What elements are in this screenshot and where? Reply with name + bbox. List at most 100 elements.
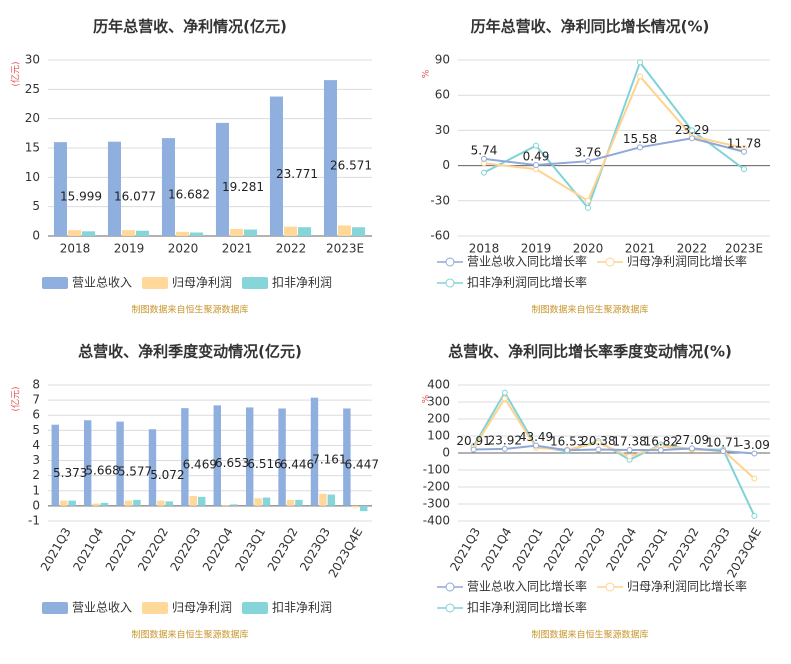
x-tick-label: 2019 [114, 242, 145, 256]
bar [337, 225, 352, 236]
x-tick-label: 2020 [168, 242, 199, 256]
y-tick-label: 30 [435, 123, 450, 137]
y-tick-label: 90 [435, 53, 450, 67]
legend-label: 归母净利润 [172, 276, 232, 290]
data-label: 16.82 [644, 435, 678, 449]
data-label: 43.49 [519, 430, 553, 444]
y-unit: (亿元) [10, 386, 22, 411]
data-label: 15.999 [60, 190, 102, 204]
y-tick-label: 300 [427, 395, 450, 409]
bar [107, 141, 121, 236]
y-unit: % [422, 69, 432, 78]
bar [100, 502, 109, 506]
bar [327, 494, 336, 506]
y-tick-label: -400 [423, 514, 450, 528]
line [483, 74, 745, 203]
source-note: 制图数据来自恒生聚源数据库 [531, 304, 648, 316]
legend-swatch [445, 278, 455, 288]
x-tick-label: 2021Q3 [38, 525, 74, 573]
bar [360, 505, 368, 512]
bar [351, 505, 360, 508]
legend-label: 归母净利润同比增长率 [627, 579, 747, 594]
data-label: 26.571 [330, 159, 372, 173]
chart-panel: 总营收、净利同比增长率季度变动情况(%)% -400 -300 -200 -100 0 10… [422, 343, 770, 641]
chart-panel: 历年总营收、净利同比增长情况(%)% -60 -30 0 30 60 90 2018 2019 2… [422, 18, 770, 316]
data-label: -3.09 [739, 438, 770, 452]
data-label: 23.771 [276, 167, 318, 181]
point [751, 450, 758, 457]
bar [254, 498, 262, 506]
y-tick-label: 5 [32, 423, 40, 437]
x-tick-label: 2022Q4 [200, 525, 236, 573]
chart-title: 历年总营收、净利情况(亿元) [93, 18, 287, 36]
bar [213, 405, 221, 506]
point [751, 512, 758, 519]
point [637, 73, 643, 80]
bar [133, 499, 141, 506]
point [501, 445, 508, 452]
data-label: 17.38 [612, 435, 646, 449]
y-tick-label: 0 [442, 446, 450, 460]
point [501, 389, 508, 396]
data-label: 6.446 [280, 458, 314, 472]
y-tick-label: 2 [32, 468, 40, 482]
bar [230, 504, 238, 506]
bar [269, 96, 283, 237]
bar [323, 80, 337, 237]
legend-swatch [445, 257, 455, 267]
legend-label: 扣非净利润 [272, 601, 332, 615]
bar [148, 429, 157, 506]
y-tick-label: 400 [427, 378, 450, 392]
x-tick-label: 2019 [521, 242, 552, 256]
y-tick-label: 3 [32, 453, 40, 467]
data-label: 16.077 [114, 189, 156, 203]
y-tick-label: -200 [423, 480, 450, 494]
point [637, 59, 643, 66]
x-tick-label: 2023Q2 [265, 525, 301, 573]
legend-swatch [445, 603, 455, 613]
y-tick-label: -1 [28, 514, 40, 528]
bar [229, 228, 244, 236]
bar [82, 231, 96, 236]
legend-swatch [605, 257, 615, 267]
point [470, 446, 477, 453]
y-tick-label: -300 [423, 497, 450, 511]
point [689, 445, 695, 452]
legend-label: 归母净利润同比增长率 [627, 254, 747, 269]
x-tick-label: 2023Q1 [232, 525, 268, 573]
y-tick-label: -100 [423, 463, 450, 477]
bar [68, 500, 76, 506]
bar [244, 229, 258, 236]
bar [92, 503, 100, 506]
bar [136, 230, 150, 236]
data-label: 11.78 [727, 136, 761, 150]
source-note: 制图数据来自恒生聚源数据库 [131, 304, 248, 316]
y-tick-label: 6 [32, 408, 40, 422]
point [637, 144, 643, 151]
data-label: 23.92 [488, 433, 522, 447]
point [741, 166, 747, 173]
legend-swatch [242, 602, 268, 614]
legend-label: 扣非净利润同比增长率 [467, 600, 587, 615]
data-label: 20.38 [581, 434, 615, 448]
bar [262, 497, 271, 506]
source-note: 制图数据来自恒生聚源数据库 [531, 629, 648, 641]
bar [310, 397, 319, 506]
legend-swatch [142, 277, 168, 289]
y-tick-label: 1 [32, 483, 40, 497]
y-tick-label: 200 [427, 412, 450, 426]
line [483, 60, 745, 210]
data-label: 16.682 [168, 188, 210, 202]
legend-swatch [42, 277, 68, 289]
data-label: 0.49 [523, 150, 550, 164]
data-label: 20.91 [456, 434, 490, 448]
bar [245, 407, 254, 506]
y-tick-label: 7 [32, 393, 40, 407]
bar [175, 231, 190, 236]
point [689, 127, 695, 134]
y-tick-label: 0 [32, 229, 40, 243]
point [720, 448, 727, 455]
legend-swatch [242, 277, 268, 289]
point [689, 135, 695, 142]
data-label: 5.373 [53, 466, 87, 480]
